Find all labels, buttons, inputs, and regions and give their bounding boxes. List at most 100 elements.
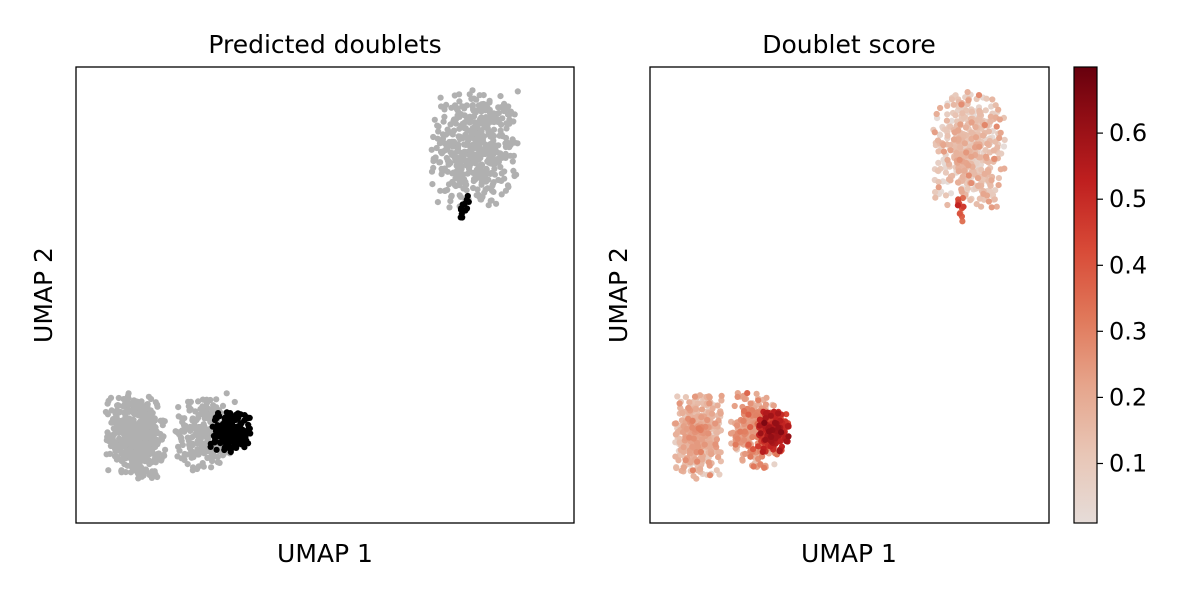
singlet-point (449, 131, 456, 138)
singlet-point (438, 165, 445, 172)
singlet-point (487, 153, 494, 160)
singlet-point (470, 95, 478, 102)
score-point (740, 417, 747, 424)
score-point (771, 461, 778, 468)
singlet-point (507, 110, 514, 118)
score-point (959, 110, 966, 117)
singlet-point (491, 171, 498, 178)
score-point (706, 400, 713, 407)
panel1-xlabel: UMAP 1 (277, 539, 373, 568)
doublet-point (461, 200, 468, 207)
score-point (982, 107, 989, 114)
score-point (983, 95, 990, 102)
score-point (770, 402, 777, 409)
singlet-point (131, 440, 138, 447)
singlet-point (454, 144, 461, 151)
panel1-title: Predicted doublets (208, 30, 441, 59)
singlet-point (146, 413, 153, 420)
score-point (741, 437, 748, 444)
singlet-point (160, 433, 167, 440)
score-point (763, 394, 770, 401)
singlet-point (132, 460, 139, 467)
singlet-point (478, 127, 485, 134)
score-point (937, 104, 944, 112)
colorbar-ticks: 0.1 0.2 0.3 0.4 0.5 0.6 (1097, 119, 1147, 478)
score-point (680, 444, 687, 451)
doublet-point (238, 425, 245, 432)
singlet-point (151, 444, 159, 451)
singlet-point (208, 464, 215, 471)
score-point (964, 89, 971, 96)
singlet-point (184, 461, 191, 468)
score-point (762, 415, 769, 422)
singlet-point (441, 113, 448, 120)
singlet-point (451, 116, 458, 123)
singlet-point (484, 158, 491, 165)
score-point (974, 175, 982, 182)
singlet-point (107, 442, 114, 450)
score-point (741, 408, 748, 415)
doublet-point (225, 417, 232, 424)
score-point (707, 440, 714, 447)
score-point (980, 190, 987, 197)
singlet-point (152, 423, 159, 431)
singlet-point (195, 463, 202, 470)
singlet-point (456, 98, 463, 105)
score-point (993, 203, 1000, 210)
score-point (693, 475, 700, 482)
singlet-point (467, 153, 474, 160)
singlet-point (488, 129, 495, 136)
score-point (673, 464, 680, 472)
score-point (944, 102, 951, 109)
score-point (990, 147, 997, 154)
singlet-point (135, 450, 142, 457)
singlet-point (118, 468, 125, 475)
score-point (747, 424, 754, 431)
singlet-point (141, 458, 149, 465)
singlet-point (187, 427, 194, 434)
panel2-points (671, 89, 1008, 482)
score-point (696, 392, 704, 399)
score-point (768, 433, 775, 440)
score-point (940, 148, 948, 155)
score-point (734, 435, 741, 442)
score-point (952, 112, 959, 119)
score-point (987, 113, 994, 120)
score-point (931, 129, 938, 136)
score-point (961, 167, 968, 174)
singlet-point (179, 419, 186, 426)
singlet-point (490, 143, 497, 150)
score-point (935, 159, 942, 166)
singlet-point (111, 416, 118, 423)
colorbar: 0.1 0.2 0.3 0.4 0.5 0.6 (1073, 66, 1147, 524)
score-point (948, 96, 956, 103)
score-point (714, 402, 721, 409)
score-point (749, 434, 756, 441)
score-point (685, 404, 692, 412)
predicted-doublets-panel: Predicted doublets UMAP 1 UMAP 2 (29, 30, 575, 568)
score-point (975, 92, 983, 99)
panel1-points (102, 87, 521, 482)
singlet-point (431, 116, 438, 123)
singlet-point (456, 91, 463, 98)
score-point (756, 416, 764, 423)
singlet-point (452, 157, 459, 164)
score-point (1000, 143, 1008, 150)
singlet-point (108, 407, 115, 414)
score-point (712, 420, 719, 427)
singlet-point (219, 402, 227, 409)
score-point (759, 448, 766, 455)
score-point (715, 454, 722, 461)
score-point (693, 449, 700, 456)
score-point (747, 453, 754, 460)
singlet-point (503, 125, 510, 132)
score-point (987, 118, 994, 125)
singlet-point (490, 188, 497, 195)
score-point (708, 451, 715, 458)
score-point (672, 431, 680, 438)
score-point (692, 405, 700, 412)
score-point (734, 393, 741, 400)
singlet-point (498, 191, 505, 198)
score-point (978, 203, 985, 210)
score-point (935, 148, 942, 155)
